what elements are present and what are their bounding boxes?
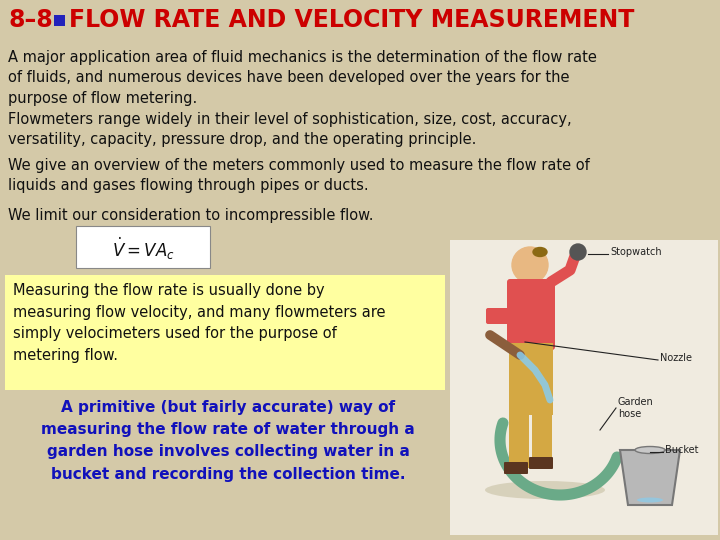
Text: Stopwatch: Stopwatch	[610, 247, 662, 257]
Ellipse shape	[637, 497, 663, 503]
Text: FLOW RATE AND VELOCITY MEASUREMENT: FLOW RATE AND VELOCITY MEASUREMENT	[69, 8, 634, 32]
Ellipse shape	[533, 247, 547, 256]
Text: Bucket: Bucket	[665, 445, 698, 455]
FancyBboxPatch shape	[529, 457, 553, 469]
Text: $\dot{V} = VA_c$: $\dot{V} = VA_c$	[112, 236, 174, 262]
FancyBboxPatch shape	[5, 275, 445, 390]
Bar	[54, 15, 65, 25]
Text: We limit our consideration to incompressible flow.: We limit our consideration to incompress…	[8, 208, 374, 223]
Text: Garden
hose: Garden hose	[618, 397, 654, 419]
Text: Nozzle: Nozzle	[660, 353, 692, 363]
Text: 8–8: 8–8	[8, 8, 53, 32]
Text: Measuring the flow rate is usually done by
measuring flow velocity, and many flo: Measuring the flow rate is usually done …	[13, 283, 385, 363]
FancyBboxPatch shape	[504, 462, 528, 474]
FancyBboxPatch shape	[509, 411, 529, 468]
Polygon shape	[620, 450, 680, 505]
Bar	[0, 0, 720, 40]
FancyBboxPatch shape	[486, 308, 512, 324]
Circle shape	[512, 247, 548, 283]
FancyBboxPatch shape	[509, 343, 553, 415]
Text: Flowmeters range widely in their level of sophistication, size, cost, accuracy,
: Flowmeters range widely in their level o…	[8, 112, 572, 147]
FancyBboxPatch shape	[532, 411, 552, 463]
Bar	[450, 240, 718, 535]
Ellipse shape	[635, 447, 665, 454]
Ellipse shape	[485, 481, 605, 499]
FancyBboxPatch shape	[76, 226, 210, 268]
Text: A major application area of fluid mechanics is the determination of the flow rat: A major application area of fluid mechan…	[8, 50, 597, 106]
FancyBboxPatch shape	[507, 279, 555, 350]
Circle shape	[570, 244, 586, 260]
Text: A primitive (but fairly accurate) way of
measuring the flow rate of water throug: A primitive (but fairly accurate) way of…	[41, 400, 415, 482]
Text: We give an overview of the meters commonly used to measure the flow rate of
liqu: We give an overview of the meters common…	[8, 158, 590, 193]
